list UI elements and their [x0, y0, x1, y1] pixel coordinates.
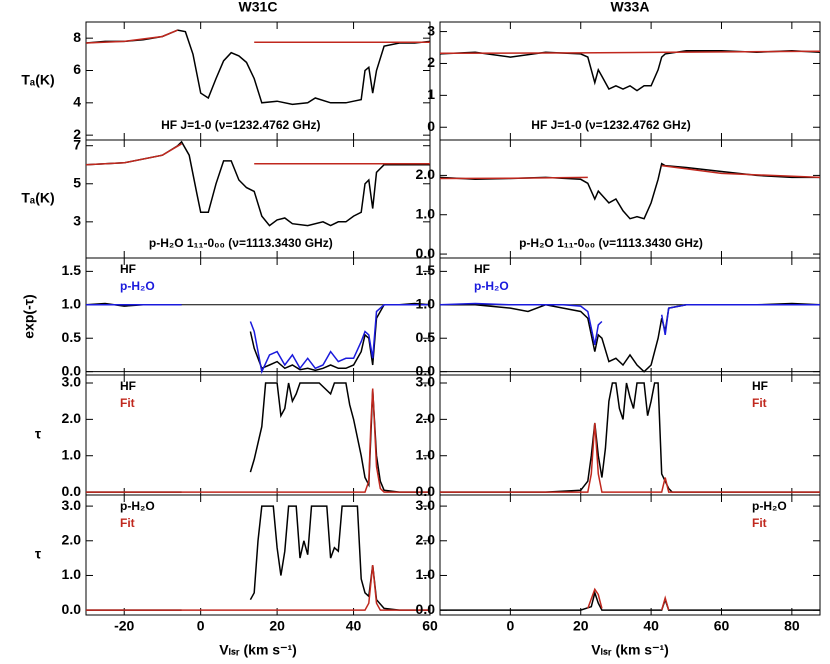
- spectrum-line: [86, 29, 430, 44]
- spectrum-line: [440, 162, 820, 220]
- x-axis-label: Vₗₛᵣ (km s⁻¹): [591, 642, 669, 658]
- spectrum-line: [440, 422, 820, 493]
- spectrum-line: [86, 565, 430, 611]
- y-tick-label: 1.5: [416, 262, 436, 278]
- y-tick-label: 8: [73, 29, 81, 45]
- y-tick-label: 0.0: [62, 362, 82, 378]
- spectrum-line: [587, 587, 670, 611]
- y-tick-label: 2.0: [62, 531, 82, 547]
- y-axis-label: Tₐ(K): [21, 72, 54, 88]
- panel-title: W33A: [611, 0, 650, 15]
- x-tick-label: 20: [269, 618, 285, 634]
- spectrum-line: [86, 29, 430, 106]
- y-tick-label: 0.5: [62, 329, 82, 345]
- y-tick-label: 1.0: [62, 446, 82, 462]
- panel-annotation: HF J=1-0 (ν=1232.4762 GHz): [531, 118, 690, 132]
- legend-label: HF: [752, 379, 768, 393]
- legend-label: p-H₂O: [474, 279, 509, 293]
- y-tick-label: 1.0: [62, 296, 82, 312]
- y-tick-label: 0.0: [416, 362, 436, 378]
- y-tick-label: 0.5: [416, 329, 436, 345]
- y-tick-label: 1.5: [62, 262, 82, 278]
- y-tick-label: 3: [427, 22, 435, 38]
- legend-label: Fit: [752, 516, 767, 530]
- y-tick-label: 3: [73, 213, 81, 229]
- y-tick-label: 1.0: [416, 446, 436, 462]
- x-axis-label: Vₗₛᵣ (km s⁻¹): [219, 642, 297, 658]
- x-tick-label: -20: [114, 618, 134, 634]
- panel-title: W31C: [239, 0, 278, 15]
- y-tick-label: 3.0: [416, 497, 436, 513]
- y-tick-label: 2: [427, 54, 435, 70]
- spectrum-line: [86, 302, 430, 372]
- y-tick-label: 0.0: [416, 601, 436, 617]
- y-tick-label: 2.0: [416, 410, 436, 426]
- y-tick-label: 4: [73, 94, 81, 110]
- y-tick-label: 1.0: [416, 296, 436, 312]
- y-tick-label: 1: [427, 86, 435, 102]
- spectrum-line: [440, 590, 820, 611]
- spectrum-line: [440, 164, 820, 180]
- x-tick-label: 60: [714, 618, 730, 634]
- y-tick-label: 0.0: [416, 245, 436, 261]
- y-tick-label: 5: [73, 174, 81, 190]
- legend-label: Fit: [752, 396, 767, 410]
- spectrum-line: [86, 140, 430, 227]
- y-tick-label: 1.0: [416, 566, 436, 582]
- y-tick-label: 1.0: [62, 566, 82, 582]
- legend-label: p-H₂O: [120, 499, 155, 513]
- legend-label: p-H₂O: [120, 279, 155, 293]
- legend-label: Fit: [120, 396, 135, 410]
- x-tick-label: 80: [784, 618, 800, 634]
- panel-annotation: p-H₂O 1₁₁-0₀₀ (ν=1113.3430 GHz): [149, 236, 333, 250]
- spectrum-line: [440, 382, 820, 493]
- spectrum-line: [440, 302, 820, 373]
- y-tick-label: 0.0: [62, 483, 82, 499]
- y-tick-label: 2: [73, 126, 81, 142]
- y-tick-label: 2.0: [416, 531, 436, 547]
- x-tick-label: 60: [422, 618, 438, 634]
- spectrum-line: [440, 49, 820, 92]
- x-tick-label: 0: [197, 618, 205, 634]
- y-tick-label: 2.0: [62, 410, 82, 426]
- spectrum-line: [440, 50, 820, 55]
- x-tick-label: 40: [346, 618, 362, 634]
- legend-label: HF: [120, 379, 136, 393]
- x-tick-label: 20: [573, 618, 589, 634]
- y-axis-label: τ: [35, 426, 42, 442]
- plot-frame: [439, 257, 821, 376]
- legend-label: HF: [474, 262, 490, 276]
- y-axis-label: exp(-τ): [21, 294, 37, 338]
- legend-label: HF: [120, 262, 136, 276]
- plot-frame: [439, 494, 821, 616]
- y-tick-label: 0: [427, 118, 435, 134]
- y-tick-label: 3.0: [62, 374, 82, 390]
- y-tick-label: 6: [73, 61, 81, 77]
- y-axis-label: τ: [35, 546, 42, 562]
- spectrum-line: [86, 505, 430, 611]
- y-tick-label: 1.0: [416, 205, 436, 221]
- spectrum-line: [440, 302, 820, 346]
- y-tick-label: 3.0: [416, 374, 436, 390]
- legend-label: p-H₂O: [752, 499, 787, 513]
- panel-annotation: p-H₂O 1₁₁-0₀₀ (ν=1113.3430 GHz): [519, 236, 703, 250]
- y-tick-label: 2.0: [416, 166, 436, 182]
- x-tick-label: 0: [506, 618, 514, 634]
- y-axis-label: Tₐ(K): [21, 190, 54, 206]
- y-tick-label: 7: [73, 136, 81, 152]
- spectrum-line: [86, 304, 430, 375]
- y-tick-label: 0.0: [62, 601, 82, 617]
- legend-label: Fit: [120, 516, 135, 530]
- spectrum-line: [86, 388, 430, 493]
- x-tick-label: 40: [643, 618, 659, 634]
- y-tick-label: 3.0: [62, 497, 82, 513]
- plot-frame: [85, 494, 431, 616]
- spectrum-line: [86, 143, 430, 166]
- panel-annotation: HF J=1-0 (ν=1232.4762 GHz): [161, 118, 320, 132]
